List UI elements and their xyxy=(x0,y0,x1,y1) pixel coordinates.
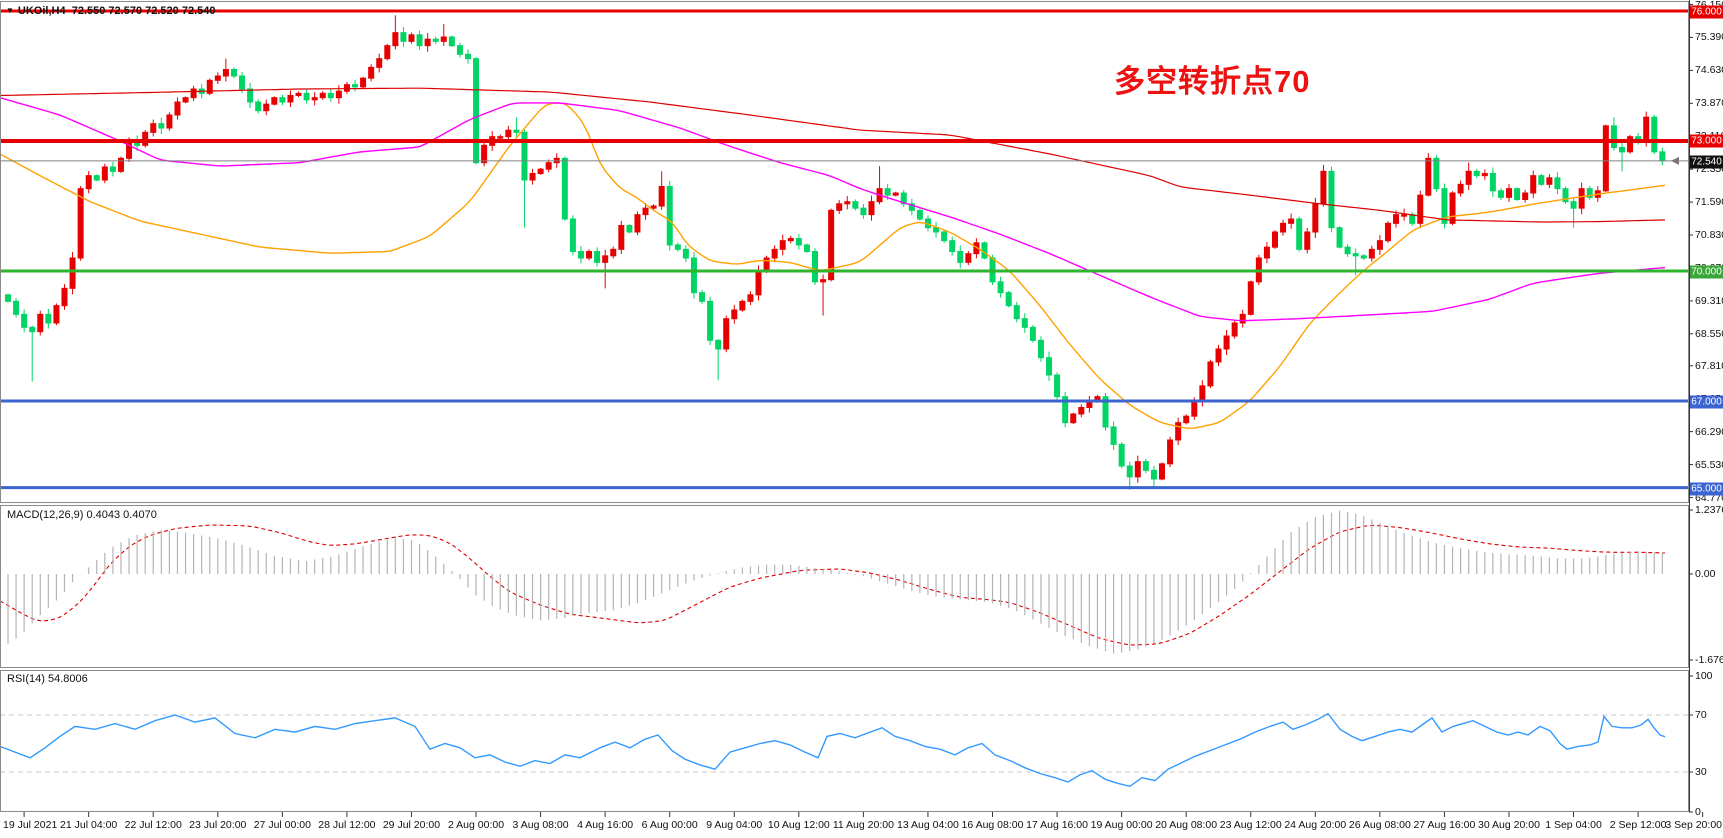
ma-orange-line xyxy=(0,102,1666,430)
ma-red-line xyxy=(0,87,1666,223)
current-price-arrow xyxy=(1671,156,1679,165)
rsi-indicator-label: RSI(14) 54.8006 xyxy=(7,673,88,685)
time-axis-label: 3 Sep 20:00 xyxy=(1665,819,1722,831)
time-axis-label: 28 Jul 12:00 xyxy=(318,819,376,831)
macd-panel xyxy=(0,524,1666,646)
time-axis-label: 11 Aug 20:00 xyxy=(832,819,894,831)
time-axis-label: 9 Aug 04:00 xyxy=(706,819,763,831)
price-level-badge: 73.000 xyxy=(1690,134,1723,148)
time-axis-label: 23 Jul 20:00 xyxy=(189,819,247,831)
indicator-tick-label: 0.00 xyxy=(1695,568,1716,580)
time-axis-label: 17 Aug 16:00 xyxy=(1026,819,1088,831)
symbol-title: ▼ UKOil,H4 72.550 72.570 72.520 72.540 xyxy=(6,5,215,17)
time-axis-label: 1 Sep 04:00 xyxy=(1545,819,1602,831)
price-level-badge: 67.000 xyxy=(1690,395,1723,409)
symbol-name: UKOil,H4 xyxy=(17,5,66,17)
price-tick-label: 71.590 xyxy=(1695,196,1723,209)
time-axis-label: 20 Aug 08:00 xyxy=(1155,819,1218,831)
indicator-tick-label: 70 xyxy=(1695,709,1707,721)
time-axis-label: 4 Aug 16:00 xyxy=(577,819,634,831)
time-axis-label: 13 Aug 04:00 xyxy=(896,819,959,831)
time-axis-label: 16 Aug 08:00 xyxy=(961,819,1024,831)
time-axis-label: 29 Jul 20:00 xyxy=(382,819,441,831)
price-tick-label: 76.150 xyxy=(1695,0,1723,11)
price-tick-label: 67.810 xyxy=(1695,359,1723,372)
indicator-tick-label: 100 xyxy=(1695,670,1713,682)
time-axis-label: 19 Jul 2021 xyxy=(3,819,58,831)
symbol-dropdown-icon[interactable]: ▼ xyxy=(6,6,14,15)
time-axis-label: 23 Aug 12:00 xyxy=(1219,819,1282,831)
time-axis-label: 10 Aug 12:00 xyxy=(767,819,830,831)
indicator-tick-label: 0 xyxy=(1695,806,1701,818)
indicator-tick-label: 30 xyxy=(1695,766,1707,778)
time-axis-label: 2 Sep 12:00 xyxy=(1609,819,1667,831)
time-axis-label: 3 Aug 08:00 xyxy=(512,819,569,831)
time-axis-label: 6 Aug 00:00 xyxy=(641,819,698,831)
price-tick-label: 69.310 xyxy=(1695,294,1723,307)
macd-indicator-label: MACD(12,26,9) 0.4043 0.4070 xyxy=(7,509,157,521)
time-axis-label: 26 Aug 08:00 xyxy=(1348,819,1411,831)
time-axis-label: 21 Jul 04:00 xyxy=(60,819,118,831)
rsi-panel xyxy=(0,712,1689,788)
price-level-badge: 72.540 xyxy=(1690,155,1723,169)
symbol-ohlc-values: 72.550 72.570 72.520 72.540 xyxy=(71,5,216,17)
time-axis-label: 27 Aug 16:00 xyxy=(1413,819,1476,831)
time-axis-label: 27 Jul 00:00 xyxy=(253,819,311,831)
price-level-badge: 65.000 xyxy=(1690,482,1723,496)
price-tick-label: 66.290 xyxy=(1695,425,1723,438)
indicator-tick-label: -1.6762 xyxy=(1695,654,1723,666)
price-tick-label: 68.550 xyxy=(1695,327,1723,340)
axis-tick-marks xyxy=(23,4,1704,817)
ma-magenta-line xyxy=(0,97,1666,322)
chart-annotation-text: 多空转折点70 xyxy=(1114,64,1311,99)
price-tick-label: 74.630 xyxy=(1695,64,1723,77)
rsi-line xyxy=(0,712,1666,788)
candles-layer xyxy=(5,15,1666,490)
price-tick-label: 73.870 xyxy=(1695,97,1723,110)
time-axis-label: 2 Aug 00:00 xyxy=(447,819,505,831)
price-tick-label: 65.530 xyxy=(1695,458,1723,471)
panel-borders xyxy=(0,0,1690,812)
price-level-badge: 76.000 xyxy=(1690,5,1723,19)
price-tick-label: 75.390 xyxy=(1695,31,1723,44)
macd-histogram xyxy=(7,510,1663,654)
time-axis-label: 19 Aug 00:00 xyxy=(1090,819,1153,831)
price-tick-label: 70.830 xyxy=(1695,229,1723,241)
horizontal-level-lines xyxy=(0,9,1689,490)
price-level-badge: 70.000 xyxy=(1690,265,1723,279)
macd-signal-line xyxy=(0,524,1666,646)
time-axis-label: 30 Aug 20:00 xyxy=(1478,819,1540,831)
indicator-tick-label: 1.2376 xyxy=(1695,504,1723,516)
time-axis-label: 24 Aug 20:00 xyxy=(1284,819,1347,831)
time-axis-label: 22 Jul 12:00 xyxy=(124,819,182,831)
